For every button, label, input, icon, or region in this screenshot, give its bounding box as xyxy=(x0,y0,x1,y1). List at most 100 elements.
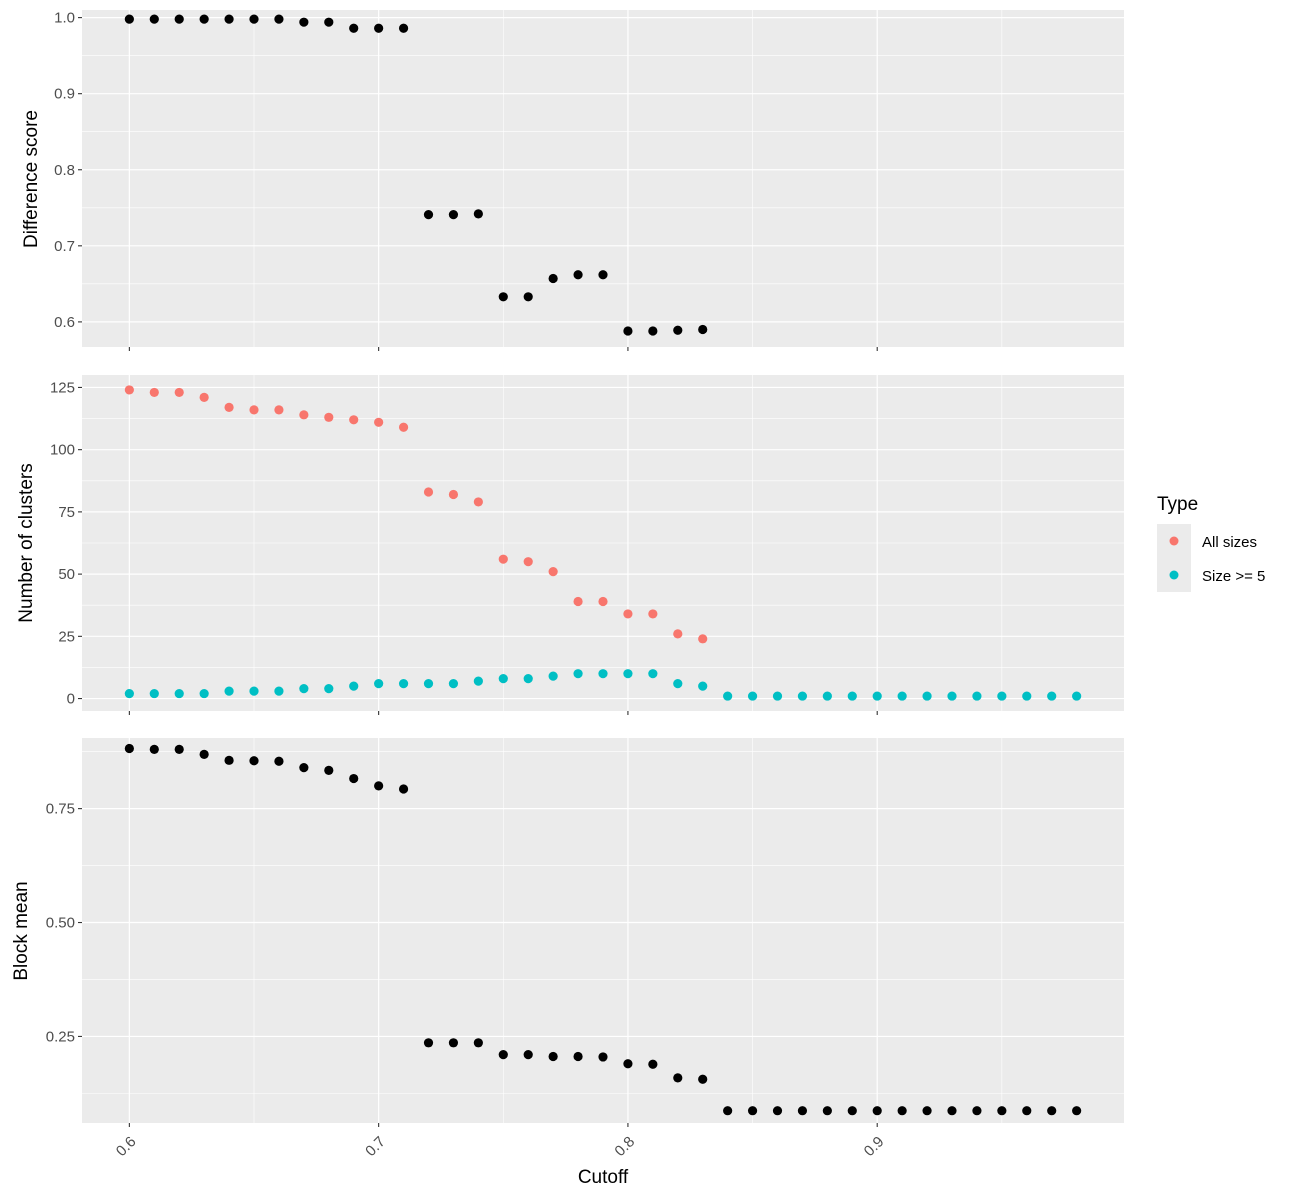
data-point xyxy=(1022,691,1032,701)
series-top xyxy=(124,14,708,336)
data-point xyxy=(922,1106,932,1116)
data-point xyxy=(673,1073,683,1083)
data-point xyxy=(523,674,533,684)
data-point xyxy=(274,405,284,415)
data-point xyxy=(623,669,633,679)
data-point xyxy=(1072,1106,1082,1116)
panel-background xyxy=(82,738,1124,1123)
data-point xyxy=(698,1074,708,1084)
data-point xyxy=(423,1038,434,1048)
data-point xyxy=(623,326,633,336)
data-point xyxy=(797,691,808,701)
data-point xyxy=(174,744,184,754)
legend-title: Type xyxy=(1157,494,1198,515)
data-point xyxy=(498,1050,508,1060)
data-point xyxy=(299,410,309,420)
data-point xyxy=(349,681,359,691)
data-point xyxy=(723,1106,733,1116)
data-point xyxy=(473,1038,483,1048)
y-tick-label: 0.75 xyxy=(46,801,75,818)
data-point xyxy=(324,765,334,775)
x-tick-label: 0.6 xyxy=(113,1133,140,1160)
legend: Type All sizes Size >= 5 xyxy=(1157,494,1265,592)
panel-middle: 0 25 50 75 100 125 xyxy=(50,375,1124,715)
panel-top: 0.6 0.7 0.8 0.9 1.0 xyxy=(54,10,1124,351)
data-point xyxy=(224,686,234,696)
data-point xyxy=(947,1106,957,1116)
data-point xyxy=(149,387,159,398)
data-point xyxy=(747,1106,758,1116)
data-point xyxy=(997,1106,1007,1116)
data-point xyxy=(149,744,159,754)
data-point xyxy=(473,209,483,219)
y-tick-label: 25 xyxy=(58,628,75,645)
data-point xyxy=(673,679,683,689)
data-point xyxy=(473,497,483,507)
data-point xyxy=(274,686,284,696)
data-point xyxy=(224,14,234,24)
series-bottom xyxy=(124,743,1082,1116)
data-point xyxy=(523,292,533,302)
x-tick-label: 0.7 xyxy=(362,1133,389,1160)
data-point xyxy=(947,691,957,701)
data-point xyxy=(149,688,159,699)
data-point xyxy=(648,609,658,619)
data-point xyxy=(523,557,533,567)
y-tick-label: 0.7 xyxy=(54,238,75,255)
data-point xyxy=(124,688,134,699)
data-point xyxy=(299,763,309,773)
legend-key-all-sizes xyxy=(1169,536,1179,546)
data-point xyxy=(199,749,209,760)
data-point xyxy=(1022,1106,1032,1116)
data-point xyxy=(1047,691,1057,701)
data-point xyxy=(398,784,409,794)
x-tick-label: 0.8 xyxy=(611,1133,638,1160)
data-point xyxy=(398,422,409,432)
data-point xyxy=(249,756,259,766)
x-axis-title: Cutoff xyxy=(578,1167,629,1188)
data-point xyxy=(698,681,708,691)
data-point xyxy=(448,1038,459,1048)
data-point xyxy=(274,756,284,766)
data-point xyxy=(324,17,334,27)
data-point xyxy=(573,596,583,607)
data-point xyxy=(548,1051,558,1062)
data-point xyxy=(374,417,384,427)
y-axis-title-block-mean: Block mean xyxy=(11,881,32,980)
data-point xyxy=(822,1106,832,1116)
data-point xyxy=(448,210,459,220)
data-point xyxy=(124,385,134,395)
data-point xyxy=(374,679,384,689)
legend-label-all-sizes: All sizes xyxy=(1202,534,1257,551)
data-point xyxy=(598,596,608,607)
data-point xyxy=(523,1050,533,1060)
data-point xyxy=(673,629,683,639)
data-point xyxy=(324,412,334,422)
data-point xyxy=(423,679,434,689)
y-tick-label: 0.25 xyxy=(46,1028,75,1045)
y-tick-label: 100 xyxy=(50,442,75,459)
legend-key-size-5 xyxy=(1169,570,1179,580)
data-point xyxy=(648,326,658,336)
x-tick-label: 0.9 xyxy=(861,1133,888,1160)
data-point xyxy=(847,691,857,701)
data-point xyxy=(299,17,309,27)
data-point xyxy=(199,14,209,24)
data-point xyxy=(673,325,683,335)
data-point xyxy=(349,23,359,33)
y-tick-label: 0.50 xyxy=(46,915,75,932)
data-point xyxy=(224,402,234,412)
data-point xyxy=(199,392,209,402)
data-point xyxy=(797,1106,808,1116)
data-point xyxy=(498,554,508,564)
data-point xyxy=(822,691,832,701)
data-point xyxy=(398,679,409,689)
data-point xyxy=(573,669,583,679)
data-point xyxy=(1072,691,1082,701)
data-point xyxy=(448,489,459,500)
y-axis-title-number-of-clusters: Number of clusters xyxy=(16,463,37,622)
data-point xyxy=(872,691,882,701)
data-point xyxy=(972,691,982,701)
y-tick-label: 50 xyxy=(58,566,75,583)
data-point xyxy=(997,691,1007,701)
